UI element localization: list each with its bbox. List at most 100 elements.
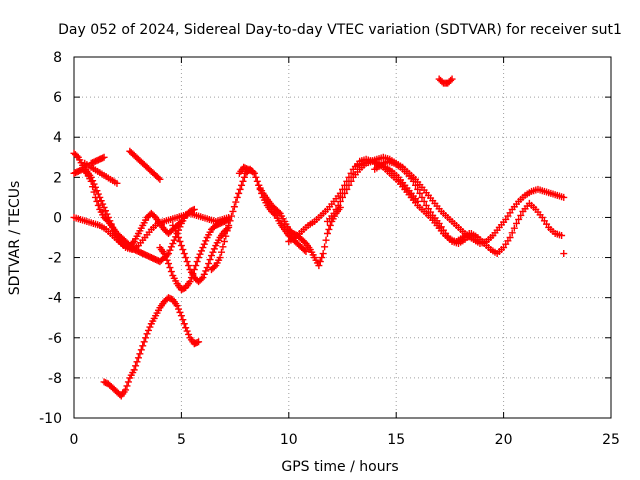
grid bbox=[74, 57, 611, 418]
data-point bbox=[210, 245, 218, 253]
data-point bbox=[182, 324, 190, 332]
data-point bbox=[210, 263, 218, 271]
data-point bbox=[560, 250, 568, 258]
data-point bbox=[193, 258, 201, 266]
data-point bbox=[330, 209, 338, 217]
data-point bbox=[143, 330, 151, 338]
y-tick-label: 6 bbox=[53, 90, 62, 106]
data-point bbox=[144, 326, 152, 334]
data-point bbox=[130, 366, 138, 374]
data-point bbox=[343, 185, 351, 193]
data-point bbox=[229, 207, 237, 215]
data-point bbox=[560, 193, 568, 201]
data-point bbox=[200, 270, 208, 278]
data-point bbox=[232, 198, 240, 206]
data-point bbox=[81, 168, 89, 176]
x-axis-label: GPS time / hours bbox=[281, 459, 398, 475]
data-point bbox=[140, 338, 148, 346]
data-point bbox=[177, 312, 185, 320]
series-arc-18 bbox=[560, 250, 568, 258]
data-point bbox=[316, 258, 324, 266]
data-point bbox=[506, 234, 514, 241]
y-tick-label: -6 bbox=[48, 331, 62, 347]
data-point bbox=[173, 229, 181, 237]
data-point bbox=[90, 188, 98, 196]
y-tick-label: 0 bbox=[53, 210, 62, 226]
data-point bbox=[183, 327, 191, 335]
data-point bbox=[195, 254, 203, 262]
data-point bbox=[176, 219, 184, 227]
data-point bbox=[73, 152, 81, 160]
data-point bbox=[186, 278, 194, 286]
data-point bbox=[323, 229, 331, 237]
data-point bbox=[182, 254, 190, 262]
data-point bbox=[225, 221, 233, 229]
data-point bbox=[222, 232, 230, 240]
data-point bbox=[209, 248, 217, 256]
data-point bbox=[230, 203, 238, 211]
data-point bbox=[192, 262, 200, 270]
data-point bbox=[87, 177, 95, 185]
series-arc-17 bbox=[435, 75, 456, 87]
data-point bbox=[166, 264, 174, 272]
data-point bbox=[206, 256, 214, 264]
data-point bbox=[420, 197, 428, 205]
data-point bbox=[321, 243, 329, 251]
x-tick-label: 20 bbox=[495, 432, 513, 448]
data-point bbox=[160, 250, 168, 258]
data-point bbox=[347, 177, 355, 185]
data-point bbox=[91, 193, 99, 201]
data-point bbox=[325, 225, 333, 233]
data-point bbox=[166, 246, 174, 254]
data-point bbox=[197, 275, 205, 283]
data-point bbox=[248, 167, 256, 175]
data-point bbox=[217, 248, 225, 256]
y-tick-label: -2 bbox=[48, 251, 62, 267]
data-point bbox=[205, 260, 213, 268]
data-point bbox=[137, 346, 145, 354]
data-point bbox=[515, 215, 523, 223]
data-point bbox=[102, 207, 110, 215]
data-point bbox=[414, 185, 422, 193]
data-point bbox=[202, 237, 210, 245]
data-point bbox=[418, 193, 426, 201]
data-point bbox=[185, 330, 193, 338]
data-point bbox=[173, 302, 181, 310]
data-point bbox=[238, 181, 246, 189]
data-point bbox=[220, 238, 228, 246]
data-point bbox=[558, 231, 566, 239]
data-point bbox=[154, 174, 162, 182]
data-points bbox=[70, 75, 568, 400]
data-point bbox=[240, 173, 248, 181]
data-point bbox=[345, 181, 353, 189]
series-arc-2 bbox=[70, 165, 185, 250]
data-point bbox=[223, 227, 231, 235]
data-point bbox=[122, 386, 130, 394]
data-point bbox=[508, 229, 516, 237]
data-point bbox=[448, 75, 456, 83]
chart-title: Day 052 of 2024, Sidereal Day-to-day VTE… bbox=[58, 22, 622, 38]
data-point bbox=[170, 236, 178, 244]
x-tick-label: 0 bbox=[70, 432, 79, 448]
series-arc-12 bbox=[255, 181, 344, 270]
data-point bbox=[239, 177, 247, 185]
data-point bbox=[233, 193, 241, 201]
y-tick-label: 8 bbox=[53, 50, 62, 66]
data-point bbox=[129, 239, 137, 247]
x-tick-label: 5 bbox=[177, 432, 186, 448]
x-tick-label: 25 bbox=[602, 432, 620, 448]
data-point bbox=[412, 181, 420, 189]
data-point bbox=[132, 362, 140, 370]
data-point bbox=[235, 189, 243, 197]
data-point bbox=[409, 177, 417, 185]
data-point bbox=[275, 208, 283, 216]
data-point bbox=[319, 250, 327, 258]
data-point bbox=[202, 267, 210, 275]
data-point bbox=[176, 238, 184, 246]
series-arc-5 bbox=[87, 153, 108, 167]
data-point bbox=[512, 219, 520, 227]
data-point bbox=[177, 242, 185, 250]
data-point bbox=[196, 250, 204, 258]
data-point bbox=[226, 217, 234, 225]
data-point bbox=[517, 211, 525, 219]
